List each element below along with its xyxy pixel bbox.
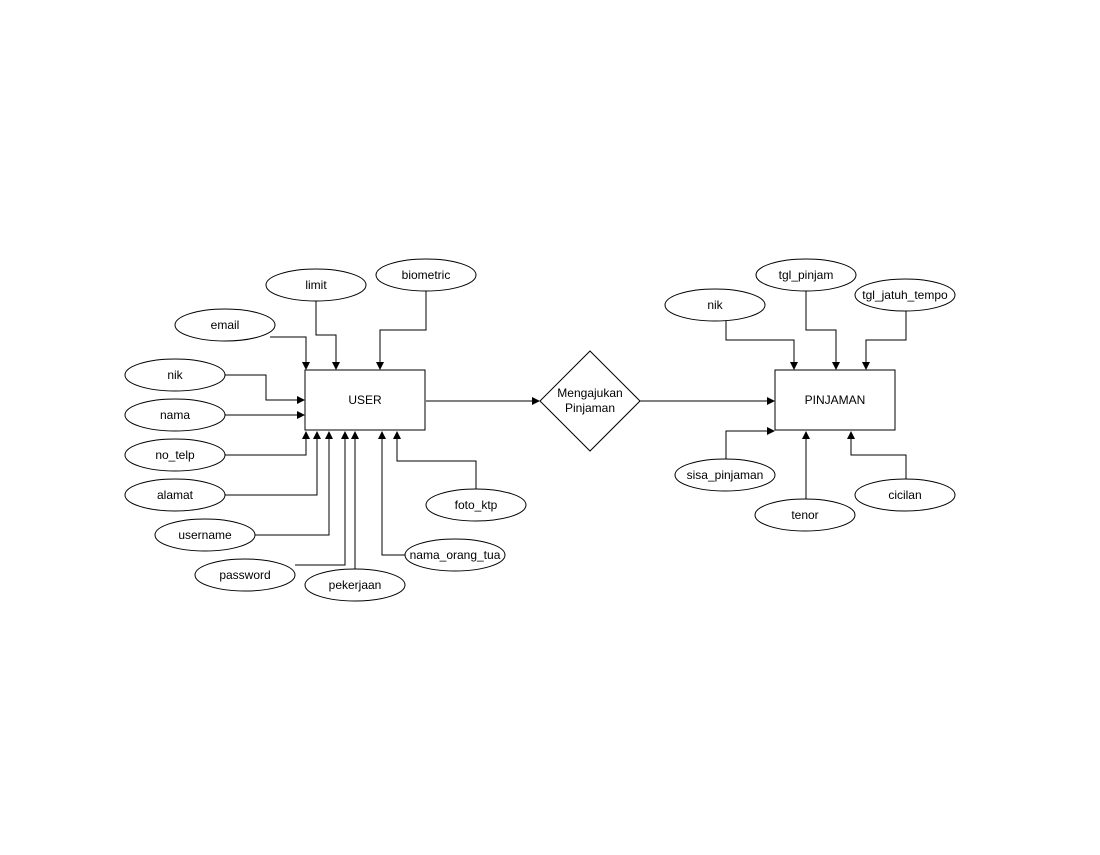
connector-email	[270, 336, 310, 370]
attribute-biometric-ellipse	[375, 258, 477, 292]
attribute-pinjaman-nik[interactable]: nik	[664, 288, 766, 322]
user-attribute-connectors	[225, 290, 477, 570]
connector-foto-ktp	[393, 431, 477, 490]
attribute-tgl-jatuh-tempo[interactable]: tgl_jatuh_tempo	[854, 278, 956, 312]
connector-nik	[225, 374, 305, 404]
connector-cicilan	[847, 431, 907, 480]
attribute-cicilan[interactable]: cicilan	[854, 478, 956, 512]
attribute-limit[interactable]: limit	[265, 268, 367, 302]
attribute-nik-label: nik	[167, 368, 183, 382]
attribute-foto-ktp[interactable]: foto_ktp	[425, 488, 527, 522]
entity-user-box	[304, 369, 426, 431]
attribute-biometric-label: biometric	[402, 268, 451, 282]
attribute-nama-ellipse	[124, 398, 226, 432]
attribute-tgl-jatuh-tempo-ellipse	[854, 278, 956, 312]
connector-biometric	[376, 290, 427, 370]
attribute-foto-ktp-label: foto_ktp	[455, 498, 498, 512]
attribute-tgl-pinjam[interactable]: tgl_pinjam	[755, 258, 857, 292]
attribute-cicilan-ellipse	[854, 478, 956, 512]
attribute-tenor-ellipse	[754, 498, 856, 532]
attribute-username-label: username	[178, 528, 232, 542]
attribute-nik-ellipse	[124, 358, 226, 392]
pinjaman-attribute-connectors	[725, 290, 907, 500]
attribute-nama-orang-tua-ellipse	[404, 538, 506, 572]
attribute-email-ellipse	[174, 308, 276, 342]
attribute-tgl-jatuh-tempo-label: tgl_jatuh_tempo	[862, 288, 948, 302]
attribute-password[interactable]: password	[194, 558, 296, 592]
attribute-sisa-pinjaman-ellipse	[674, 458, 776, 492]
entity-pinjaman-label: PINJAMAN	[805, 393, 866, 407]
connector-alamat	[225, 431, 321, 496]
attribute-nama-label: nama	[160, 408, 190, 422]
attribute-alamat-label: alamat	[157, 488, 194, 502]
entity-user-label: USER	[348, 393, 382, 407]
attribute-no-telp[interactable]: no_telp	[124, 438, 226, 472]
attribute-email-label: email	[211, 318, 240, 332]
connector-pinjaman-nik	[725, 320, 798, 370]
connector-password	[295, 431, 349, 566]
attribute-password-label: password	[219, 568, 270, 582]
relationship-label-line2: Pinjaman	[565, 401, 615, 415]
attribute-username[interactable]: username	[154, 518, 256, 552]
attribute-tenor[interactable]: tenor	[754, 498, 856, 532]
attribute-alamat-ellipse	[124, 478, 226, 512]
attribute-nama-orang-tua-label: nama_orang_tua	[410, 548, 501, 562]
attribute-foto-ktp-ellipse	[425, 488, 527, 522]
attribute-limit-ellipse	[265, 268, 367, 302]
attribute-tgl-pinjam-ellipse	[755, 258, 857, 292]
attribute-tenor-label: tenor	[791, 508, 818, 522]
connector-nama-orang-tua	[378, 431, 406, 556]
attribute-pekerjaan[interactable]: pekerjaan	[304, 568, 406, 602]
connector-username	[255, 431, 333, 536]
entity-pinjaman[interactable]: PINJAMAN	[774, 369, 896, 431]
connector-tgl-pinjam	[805, 290, 840, 370]
connector-sisa-pinjaman	[725, 427, 775, 460]
connector-no-telp	[225, 431, 310, 456]
relationship-diamond	[539, 350, 641, 452]
attribute-biometric[interactable]: biometric	[375, 258, 477, 292]
attribute-no-telp-label: no_telp	[155, 448, 195, 462]
attribute-nik[interactable]: nik	[124, 358, 226, 392]
attribute-pekerjaan-ellipse	[304, 568, 406, 602]
attribute-no-telp-ellipse	[124, 438, 226, 472]
connector-limit	[315, 301, 340, 370]
attribute-nama-orang-tua[interactable]: nama_orang_tua	[404, 538, 506, 572]
entity-pinjaman-box	[774, 369, 896, 431]
connector-tgl-jatuh-tempo	[862, 311, 907, 370]
attribute-email[interactable]: email	[174, 308, 276, 342]
attribute-pekerjaan-label: pekerjaan	[329, 578, 382, 592]
attribute-alamat[interactable]: alamat	[124, 478, 226, 512]
relationship-label-line1: Mengajukan	[557, 386, 622, 400]
attribute-pinjaman-nik-label: nik	[707, 298, 723, 312]
attribute-pinjaman-nik-ellipse	[664, 288, 766, 322]
attribute-tgl-pinjam-label: tgl_pinjam	[779, 268, 834, 282]
attribute-cicilan-label: cicilan	[888, 488, 921, 502]
attribute-username-ellipse	[154, 518, 256, 552]
attribute-sisa-pinjaman-label: sisa_pinjaman	[687, 468, 764, 482]
attribute-sisa-pinjaman[interactable]: sisa_pinjaman	[674, 458, 776, 492]
attribute-password-ellipse	[194, 558, 296, 592]
attribute-nama[interactable]: nama	[124, 398, 226, 432]
attribute-limit-label: limit	[305, 278, 327, 292]
entity-user[interactable]: USER	[304, 369, 426, 431]
relationship-mengajukan-pinjaman[interactable]: Mengajukan Pinjaman	[539, 350, 641, 452]
